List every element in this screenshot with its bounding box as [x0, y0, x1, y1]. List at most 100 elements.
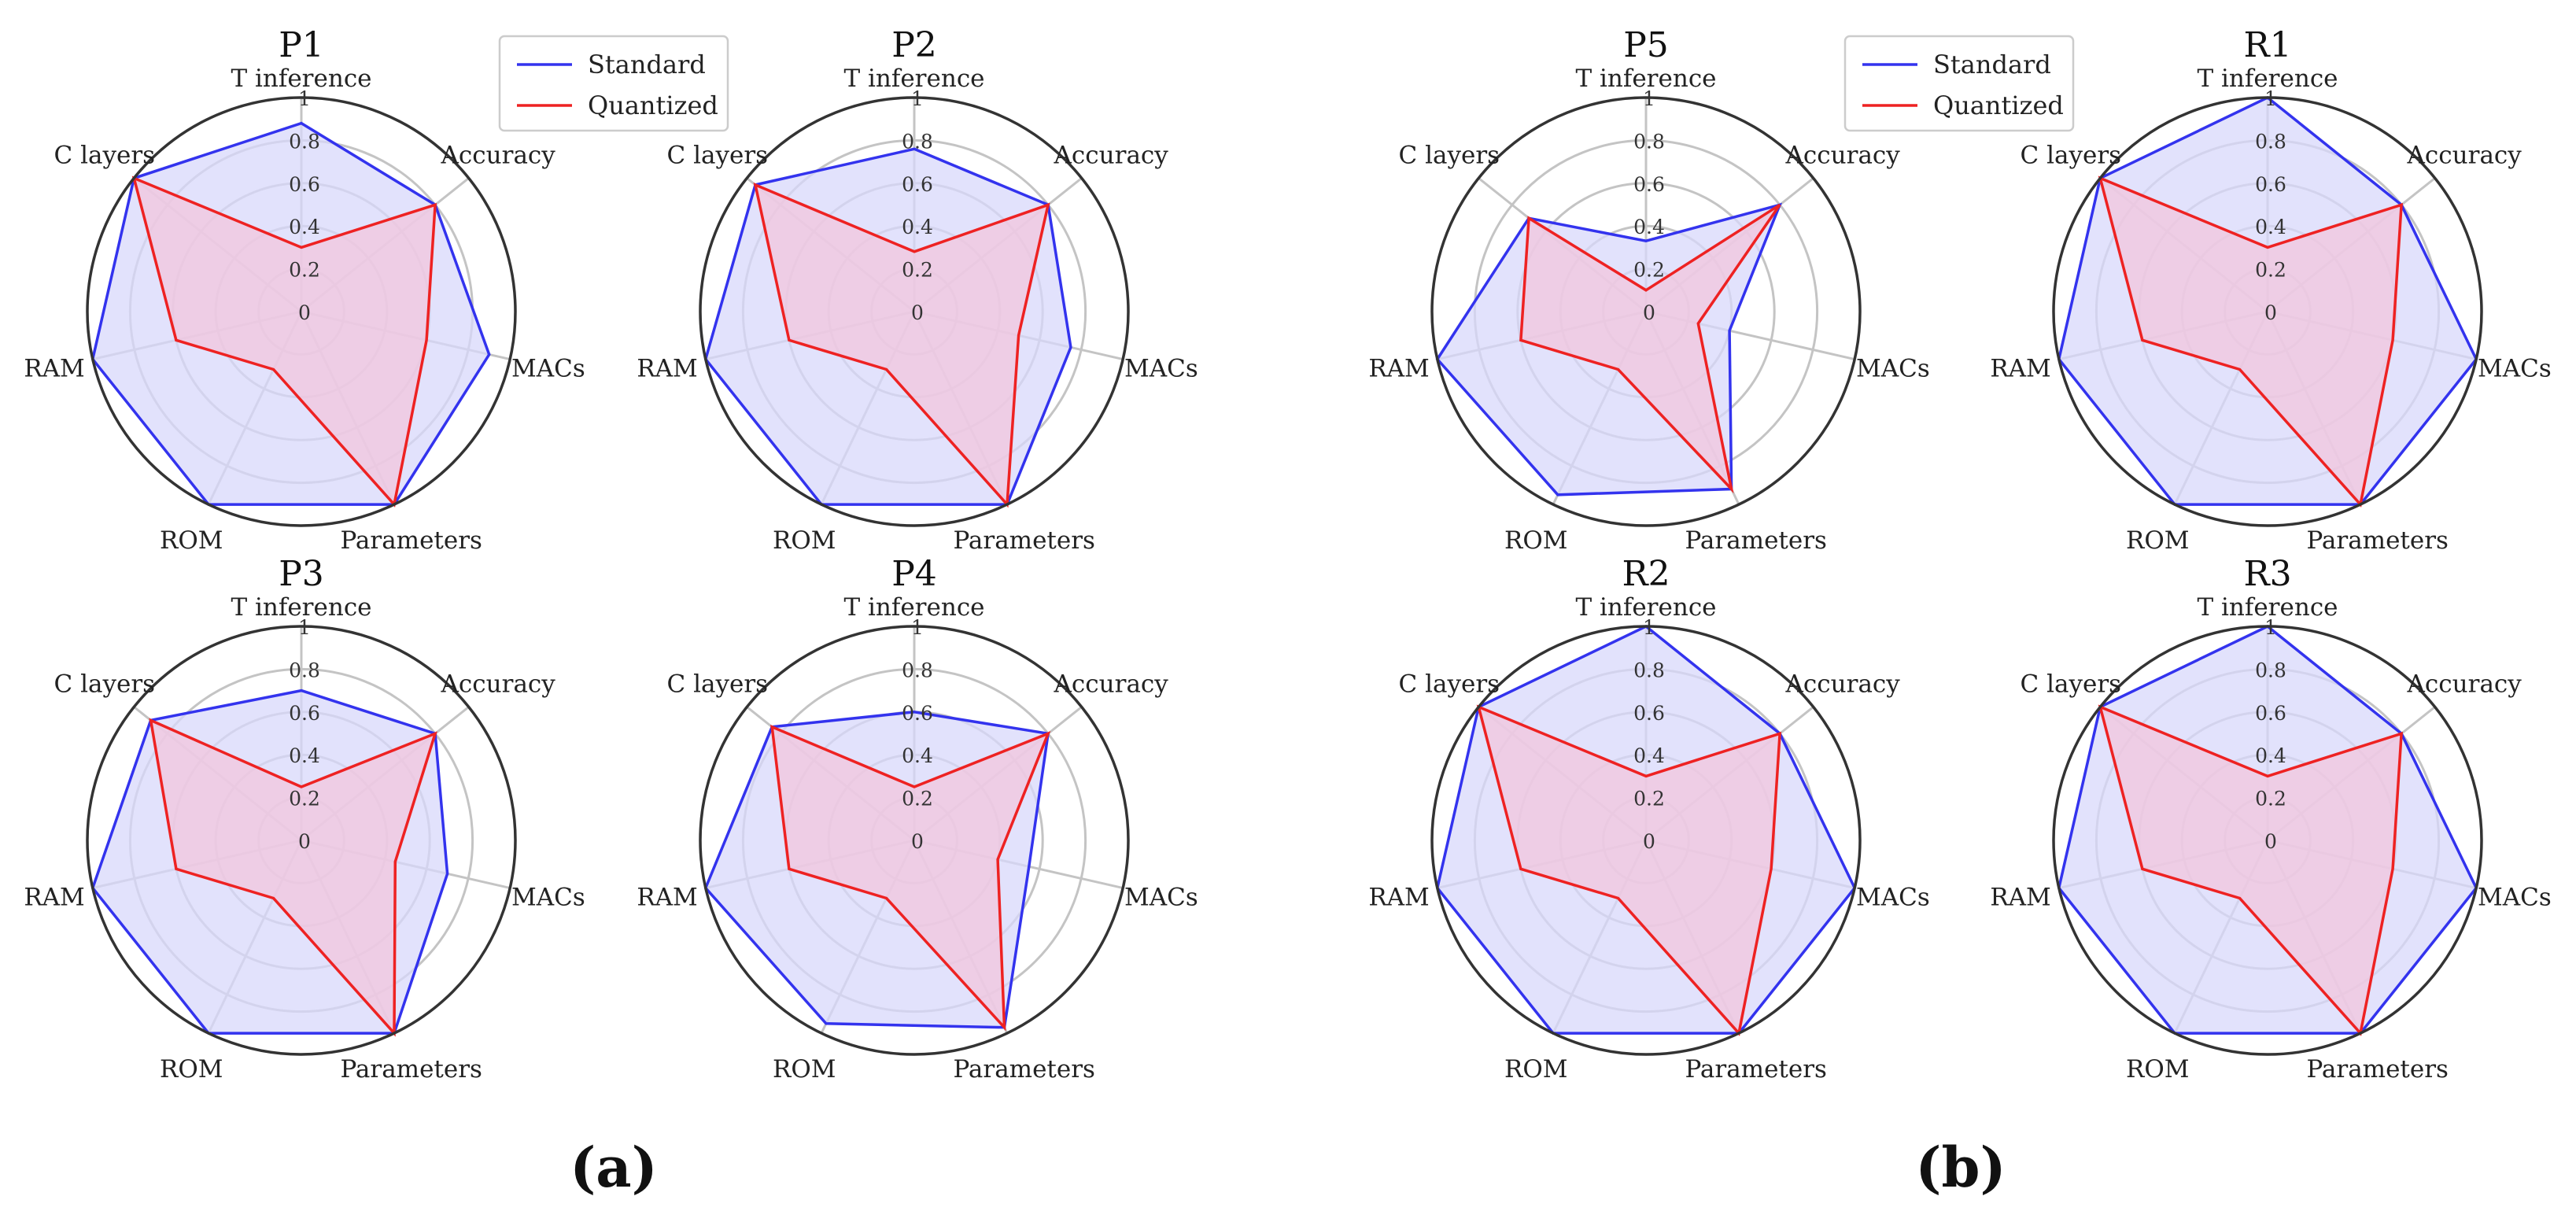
axis-label-t-inference: T inference [231, 65, 371, 93]
legend-box [1843, 35, 2075, 132]
radial-tick-label: 0.4 [2255, 744, 2286, 767]
chart-title-r1: R1 [2243, 25, 2291, 65]
radar-chart-p4: 0 0.2 0.4 0.6 0.8 1T inference Accuracy MACs Par… [637, 554, 1198, 1084]
radial-tick-label: 0.8 [289, 130, 320, 153]
axis-label-macs: MACs [1856, 884, 1930, 912]
radial-tick-label: 0.6 [1633, 173, 1665, 196]
radial-tick-label: 0.8 [902, 659, 933, 681]
radar-chart-r2: 0 0.2 0.4 0.6 0.8 1T inference Accuracy MACs Par… [1368, 554, 1929, 1084]
radial-tick-label: 0.6 [289, 702, 320, 725]
outer-rim [1430, 96, 1862, 527]
axis-label-t-inference: T inference [843, 593, 984, 622]
radial-tick-label: 0.8 [289, 659, 320, 681]
axis-label-ram: RAM [1990, 884, 2050, 912]
chart-title-p2: P2 [891, 25, 937, 65]
outer-rim [86, 625, 517, 1056]
outer-rim [2052, 96, 2483, 527]
axis-label-macs: MACs [2478, 884, 2552, 912]
radial-tick-label: 0 [2264, 301, 2277, 324]
radial-tick-label: 0.8 [1633, 130, 1665, 153]
axis-label-macs: MACs [511, 355, 585, 383]
axis-label-rom: ROM [773, 1055, 836, 1084]
radial-tick-label: 0 [911, 301, 924, 324]
radial-tick-label: 1 [2264, 87, 2277, 110]
radar-chart-p2: 0 0.2 0.4 0.6 0.8 1T inference Accuracy MACs Par… [637, 25, 1198, 555]
axis-label-ram: RAM [637, 884, 697, 912]
axis-label-c-layers: C layers [54, 141, 156, 169]
radial-tick-label: 1 [298, 616, 311, 639]
radar-charts-group: 00.20.40.60.81T inferenceAccuracyMACsPar… [24, 25, 2551, 1084]
axis-label-parameters: Parameters [1685, 526, 1827, 555]
radial-tick-label: 0.6 [2255, 173, 2286, 196]
axis-label-rom: ROM [1504, 1055, 1568, 1084]
chart-title-p1: P1 [279, 25, 324, 65]
axis-label-rom: ROM [160, 1055, 223, 1084]
axis-label-ram: RAM [24, 355, 84, 383]
radial-tick-label: 1 [911, 616, 924, 639]
series-quantized-r3 [2098, 704, 2404, 1036]
axis-label-accuracy: Accuracy [1785, 141, 1901, 169]
series-quantized-p3 [149, 718, 437, 1037]
radial-tick-label: 0.2 [2255, 259, 2286, 282]
series-quantized-p2 [753, 182, 1050, 508]
radial-tick-label: 0.4 [902, 216, 933, 238]
axis-label-macs: MACs [2478, 355, 2552, 383]
radial-tick-label: 0 [1643, 830, 1655, 853]
axis-label-c-layers: C layers [667, 141, 769, 169]
radial-tick-label: 0.2 [1633, 788, 1665, 810]
axis-label-macs: MACs [1856, 355, 1930, 383]
axis-label-t-inference: T inference [231, 593, 371, 622]
axis-label-accuracy: Accuracy [2407, 670, 2522, 698]
radial-tick-label: 0.6 [902, 702, 933, 725]
axis-label-ram: RAM [24, 884, 84, 912]
chart-title-r3: R3 [2243, 554, 2291, 594]
legend-p5: Standard Quantized [1843, 35, 2075, 132]
radial-tick-label: 1 [2264, 616, 2277, 639]
axis-label-t-inference: T inference [1575, 593, 1716, 622]
radial-tick-label: 1 [1643, 87, 1655, 110]
axis-label-parameters: Parameters [953, 526, 1095, 555]
axis-label-c-layers: C layers [667, 670, 769, 698]
axis-label-macs: MACs [511, 884, 585, 912]
radial-tick-label: 1 [1643, 616, 1655, 639]
radial-tick-label: 0.4 [902, 744, 933, 767]
axis-label-rom: ROM [773, 526, 836, 555]
legend-label-standard: Standard [1933, 50, 2051, 79]
axis-label-parameters: Parameters [340, 1055, 482, 1084]
radial-tick-label: 0.2 [902, 788, 933, 810]
legend-label-standard: Standard [588, 50, 706, 79]
radial-tick-label: 0.6 [1633, 702, 1665, 725]
radial-tick-label: 0.2 [902, 259, 933, 282]
panel-label-b: (b) [1915, 1135, 2006, 1200]
radial-tick-label: 0.2 [2255, 788, 2286, 810]
radial-tick-label: 0.8 [902, 130, 933, 153]
outer-rim [2052, 625, 2483, 1056]
axis-label-parameters: Parameters [1685, 1055, 1827, 1084]
axis-label-ram: RAM [1368, 884, 1429, 912]
legend-label-quantized: Quantized [588, 90, 718, 120]
axis-label-accuracy: Accuracy [441, 670, 556, 698]
axis-label-rom: ROM [2126, 1055, 2190, 1084]
radial-tick-label: 0.8 [2255, 130, 2286, 153]
chart-title-p4: P4 [891, 554, 937, 594]
axis-label-accuracy: Accuracy [1054, 141, 1169, 169]
axis-label-t-inference: T inference [843, 65, 984, 93]
radial-tick-label: 1 [911, 87, 924, 110]
series-quantized-r2 [1476, 704, 1782, 1036]
radar-chart-p5: 0 0.2 0.4 0.6 0.8 1T inference Accuracy MACs Par… [1368, 25, 1929, 555]
axis-label-parameters: Parameters [953, 1055, 1095, 1084]
radar-chart-r1: 0 0.2 0.4 0.6 0.8 1T inference Accuracy MACs Par… [1990, 25, 2551, 555]
radial-tick-label: 1 [298, 87, 311, 110]
axis-label-ram: RAM [1990, 355, 2050, 383]
axis-label-ram: RAM [637, 355, 697, 383]
radial-tick-label: 0.4 [289, 216, 320, 238]
radial-tick-label: 0 [911, 830, 924, 853]
chart-title-r2: R2 [1622, 554, 1670, 594]
axis-label-c-layers: C layers [1399, 141, 1500, 169]
radial-tick-label: 0.2 [289, 259, 320, 282]
radial-tick-label: 0.6 [902, 173, 933, 196]
series-quantized-r1 [2098, 175, 2404, 508]
radial-tick-label: 0 [298, 301, 311, 324]
panel-label-a: (a) [570, 1135, 658, 1200]
axis-label-parameters: Parameters [2306, 526, 2449, 555]
